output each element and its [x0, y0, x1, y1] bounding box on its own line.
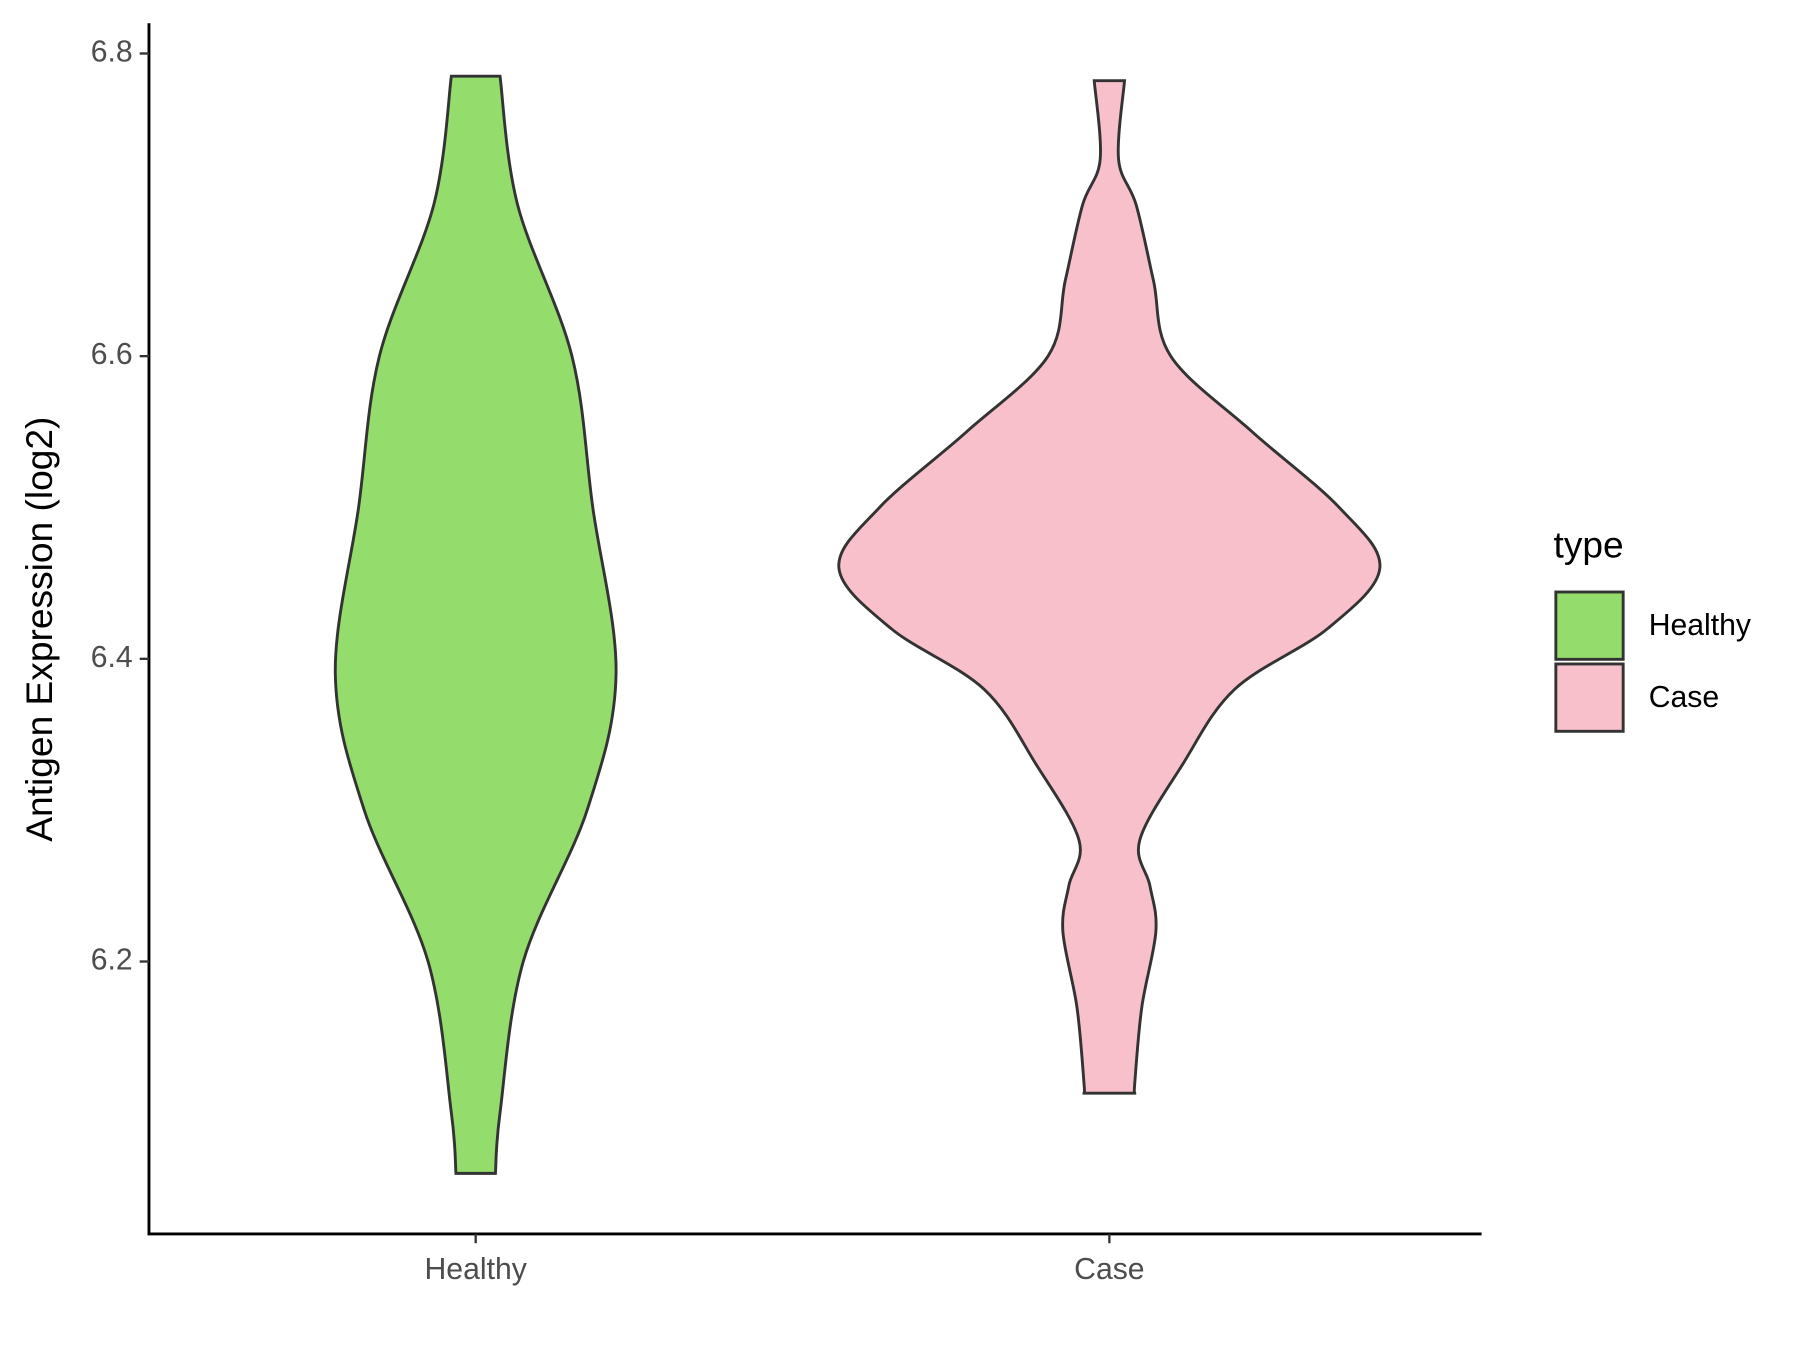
x-tick-label: Case: [1074, 1253, 1144, 1286]
y-tick-label: 6.2: [91, 943, 133, 976]
violin: [333, 74, 618, 1175]
legend-title: type: [1554, 524, 1624, 566]
x-tick-label: Healthy: [425, 1253, 528, 1286]
legend-swatch: [1554, 662, 1625, 733]
legend-label: Healthy: [1649, 609, 1752, 642]
y-tick-label: 6.8: [91, 35, 133, 68]
y-axis-label: Antigen Expression (log2): [18, 417, 60, 842]
violin: [837, 79, 1382, 1095]
legend-label: Case: [1649, 681, 1719, 714]
y-tick-label: 6.4: [91, 641, 133, 674]
y-tick-label: 6.6: [91, 338, 133, 371]
legend-swatch: [1554, 590, 1625, 661]
